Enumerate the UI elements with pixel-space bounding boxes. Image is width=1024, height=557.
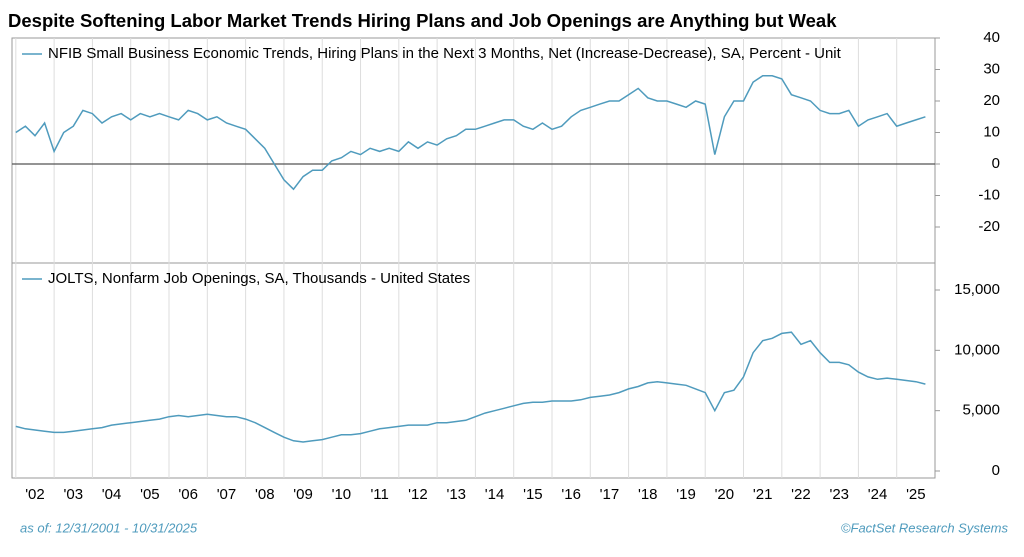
y-tick-label: 20 [983,92,1000,109]
x-tick-label: '20 [715,486,735,503]
y-tick-label: 30 [983,60,1000,77]
x-tick-label: '05 [140,486,160,503]
x-tick-label: '24 [868,486,888,503]
y-tick-label: 15,000 [954,281,1000,298]
y-tick-label: 40 [983,29,1000,46]
series-line [15,75,926,191]
date-range: as of: 12/31/2001 - 10/31/2025 [20,520,198,535]
x-tick-label: '12 [408,486,428,503]
x-tick-label: '21 [753,486,773,503]
x-tick-label: '25 [906,486,926,503]
x-tick-label: '08 [255,486,275,503]
plot-frame [11,37,936,479]
legend-label: NFIB Small Business Economic Trends, Hir… [48,45,842,62]
x-tick-label: '06 [178,486,198,503]
y-tick-label: 0 [992,462,1000,479]
y-tick-label: 5,000 [962,402,1000,419]
y-tick-label: -20 [978,218,1000,235]
x-tick-label: '19 [676,486,696,503]
x-tick-label: '02 [25,486,45,503]
x-tick-label: '14 [485,486,505,503]
y-tick-label: -10 [978,186,1000,203]
y-tick-label: 10 [983,123,1000,140]
x-tick-label: '07 [217,486,237,503]
x-tick-label: '11 [370,486,388,503]
chart-title: Despite Softening Labor Market Trends Hi… [8,10,837,31]
x-tick-label: '09 [293,486,313,503]
x-tick-label: '15 [523,486,543,503]
x-tick-label: '04 [102,486,122,503]
source: ©FactSet Research Systems [841,520,1009,535]
x-tick-label: '23 [829,486,849,503]
x-tick-label: '03 [63,486,83,503]
x-tick-label: '22 [791,486,811,503]
x-tick-label: '10 [332,486,352,503]
y-tick-label: 10,000 [954,341,1000,358]
y-tick-label: 0 [992,155,1000,172]
series-line [15,331,926,443]
x-tick-label: '17 [600,486,620,503]
x-tick-label: '18 [638,486,658,503]
x-tick-label: '16 [561,486,581,503]
x-tick-label: '13 [446,486,466,503]
legend-label: JOLTS, Nonfarm Job Openings, SA, Thousan… [48,270,470,287]
